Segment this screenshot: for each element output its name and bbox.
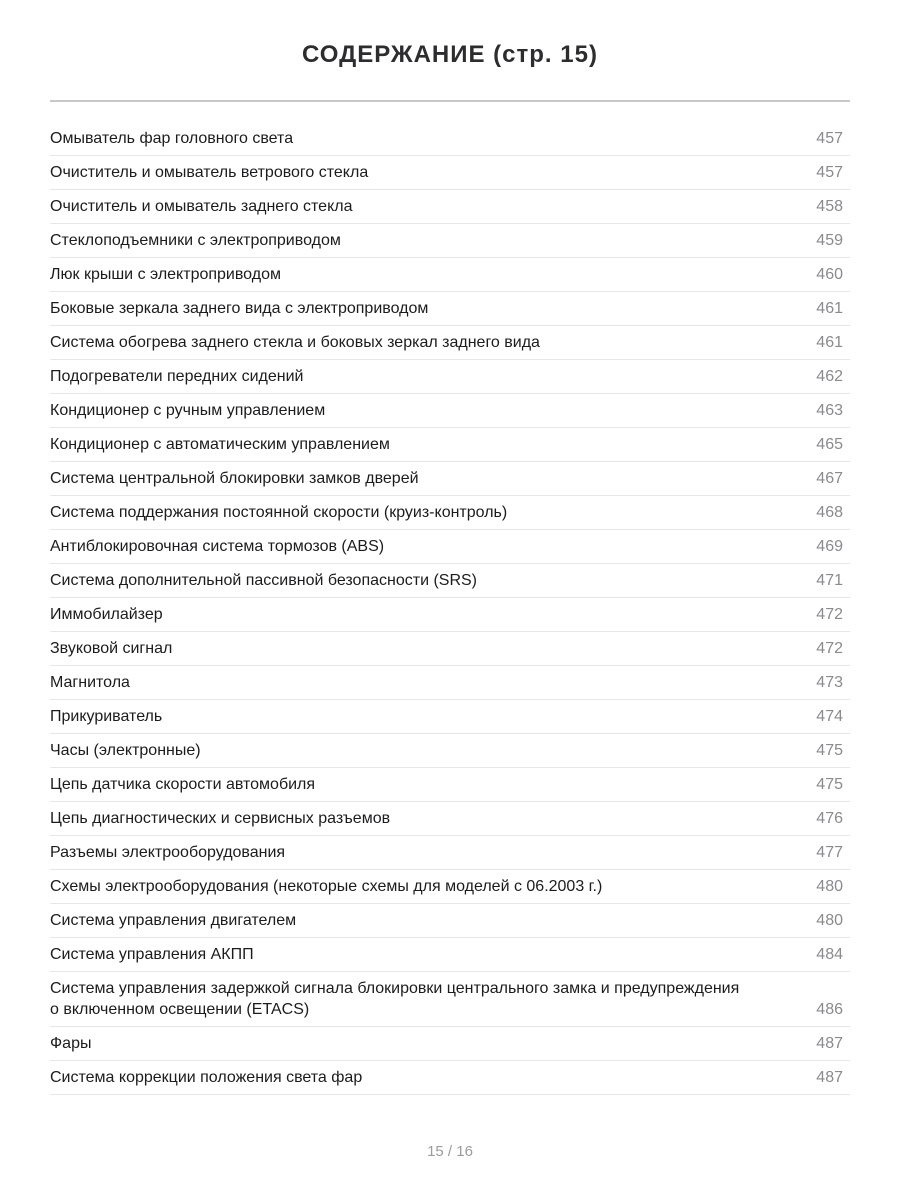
toc-entry-title: Магнитола bbox=[50, 674, 130, 691]
toc-entry[interactable]: Разъемы электрооборудования 477 bbox=[50, 836, 850, 870]
toc-entry[interactable]: Очиститель и омыватель заднего стекла 45… bbox=[50, 190, 850, 224]
toc-entry-page-number: 474 bbox=[816, 708, 843, 725]
toc-entry[interactable]: Система управления АКПП 484 bbox=[50, 938, 850, 972]
toc-entry-page-number: 477 bbox=[816, 844, 843, 861]
toc-entry-title: Цепь датчика скорости автомобиля bbox=[50, 776, 316, 793]
toc-entry-page-number: 473 bbox=[816, 674, 843, 691]
toc-entry-page-number: 461 bbox=[816, 334, 843, 351]
toc-entry-title: Кондиционер с ручным управлением bbox=[50, 402, 326, 419]
toc-entry-title: Кондиционер с автоматическим управлением bbox=[50, 436, 390, 453]
toc-entry[interactable]: Система коррекции положения света фар 48… bbox=[50, 1061, 850, 1095]
toc-entry-page-number: 468 bbox=[816, 504, 843, 521]
toc-entry-page-number: 469 bbox=[816, 538, 843, 555]
toc-entry-title: Система управления двигателем bbox=[50, 912, 297, 929]
toc-entry-page-number: 472 bbox=[816, 640, 843, 657]
toc-entry-title: Система управления задержкой сигнала бло… bbox=[50, 980, 740, 1018]
toc-entry-page-number: 475 bbox=[816, 742, 843, 759]
toc-list: Омыватель фар головного света 457 Очисти… bbox=[50, 122, 850, 1095]
toc-entry[interactable]: Цепь датчика скорости автомобиля 475 bbox=[50, 768, 850, 802]
toc-entry-title: Система поддержания постоянной скорости … bbox=[50, 504, 508, 521]
toc-entry-page-number: 486 bbox=[816, 1001, 843, 1018]
toc-entry[interactable]: Прикуриватель 474 bbox=[50, 700, 850, 734]
toc-entry[interactable]: Боковые зеркала заднего вида с электропр… bbox=[50, 292, 850, 326]
toc-entry-page-number: 457 bbox=[816, 130, 843, 147]
toc-entry-page-number: 465 bbox=[816, 436, 843, 453]
toc-entry[interactable]: Система обогрева заднего стекла и боковы… bbox=[50, 326, 850, 360]
toc-entry-page-number: 463 bbox=[816, 402, 843, 419]
toc-entry-title: Схемы электрооборудования (некоторые схе… bbox=[50, 878, 603, 895]
toc-entry-title: Цепь диагностических и сервисных разъемо… bbox=[50, 810, 391, 827]
toc-entry[interactable]: Стеклоподъемники с электроприводом 459 bbox=[50, 224, 850, 258]
toc-entry-page-number: 471 bbox=[816, 572, 843, 589]
toc-entry-title: Система управления АКПП bbox=[50, 946, 254, 963]
toc-entry-title: Омыватель фар головного света bbox=[50, 130, 294, 147]
toc-entry[interactable]: Схемы электрооборудования (некоторые схе… bbox=[50, 870, 850, 904]
toc-entry-page-number: 487 bbox=[816, 1035, 843, 1052]
toc-entry[interactable]: Антиблокировочная система тормозов (ABS)… bbox=[50, 530, 850, 564]
toc-entry-page-number: 461 bbox=[816, 300, 843, 317]
toc-entry-title: Прикуриватель bbox=[50, 708, 163, 725]
toc-entry[interactable]: Часы (электронные) 475 bbox=[50, 734, 850, 768]
toc-entry[interactable]: Подогреватели передних сидений 462 bbox=[50, 360, 850, 394]
toc-entry[interactable]: Омыватель фар головного света 457 bbox=[50, 122, 850, 156]
toc-entry[interactable]: Система поддержания постоянной скорости … bbox=[50, 496, 850, 530]
toc-entry-title: Система дополнительной пассивной безопас… bbox=[50, 572, 478, 589]
toc-entry-title: Антиблокировочная система тормозов (ABS) bbox=[50, 538, 385, 555]
toc-entry-page-number: 457 bbox=[816, 164, 843, 181]
toc-entry-page-number: 475 bbox=[816, 776, 843, 793]
toc-entry-title: Очиститель и омыватель заднего стекла bbox=[50, 198, 353, 215]
toc-entry-page-number: 480 bbox=[816, 878, 843, 895]
toc-entry-title: Часы (электронные) bbox=[50, 742, 201, 759]
pagination-indicator: 15 / 16 bbox=[427, 1143, 473, 1160]
toc-entry-title: Система коррекции положения света фар bbox=[50, 1069, 363, 1086]
toc-entry-page-number: 460 bbox=[816, 266, 843, 283]
toc-entry[interactable]: Кондиционер с ручным управлением 463 bbox=[50, 394, 850, 428]
toc-entry-title: Система центральной блокировки замков дв… bbox=[50, 470, 419, 487]
toc-entry-page-number: 459 bbox=[816, 232, 843, 249]
page-title: СОДЕРЖАНИЕ (стр. 15) bbox=[302, 41, 598, 68]
toc-entry-page-number: 458 bbox=[816, 198, 843, 215]
toc-entry-page-number: 476 bbox=[816, 810, 843, 827]
toc-entry[interactable]: Система управления задержкой сигнала бло… bbox=[50, 972, 850, 1027]
toc-entry-title: Люк крыши с электроприводом bbox=[50, 266, 281, 283]
toc-entry-page-number: 467 bbox=[816, 470, 843, 487]
toc-entry-page-number: 487 bbox=[816, 1069, 843, 1086]
toc-entry-page-number: 462 bbox=[816, 368, 843, 385]
toc-entry-title: Фары bbox=[50, 1035, 92, 1052]
title-divider bbox=[50, 100, 850, 102]
toc-entry[interactable]: Фары 487 bbox=[50, 1027, 850, 1061]
toc-entry-page-number: 484 bbox=[816, 946, 843, 963]
toc-entry-title: Разъемы электрооборудования bbox=[50, 844, 286, 861]
toc-entry-title: Боковые зеркала заднего вида с электропр… bbox=[50, 300, 429, 317]
toc-entry-title: Подогреватели передних сидений bbox=[50, 368, 304, 385]
toc-entry[interactable]: Иммобилайзер 472 bbox=[50, 598, 850, 632]
toc-entry[interactable]: Кондиционер с автоматическим управлением… bbox=[50, 428, 850, 462]
toc-entry[interactable]: Система центральной блокировки замков дв… bbox=[50, 462, 850, 496]
toc-entry-title: Система обогрева заднего стекла и боковы… bbox=[50, 334, 540, 351]
toc-entry-title: Иммобилайзер bbox=[50, 606, 163, 623]
toc-entry-title: Очиститель и омыватель ветрового стекла bbox=[50, 164, 369, 181]
toc-entry[interactable]: Магнитола 473 bbox=[50, 666, 850, 700]
toc-entry[interactable]: Цепь диагностических и сервисных разъемо… bbox=[50, 802, 850, 836]
toc-entry[interactable]: Звуковой сигнал 472 bbox=[50, 632, 850, 666]
toc-entry[interactable]: Люк крыши с электроприводом 460 bbox=[50, 258, 850, 292]
toc-entry[interactable]: Система дополнительной пассивной безопас… bbox=[50, 564, 850, 598]
toc-entry-title: Стеклоподъемники с электроприводом bbox=[50, 232, 341, 249]
toc-entry-title: Звуковой сигнал bbox=[50, 640, 173, 657]
toc-entry-page-number: 472 bbox=[816, 606, 843, 623]
toc-entry-page-number: 480 bbox=[816, 912, 843, 929]
toc-entry[interactable]: Очиститель и омыватель ветрового стекла … bbox=[50, 156, 850, 190]
toc-page: СОДЕРЖАНИЕ (стр. 15) Омыватель фар голов… bbox=[0, 40, 900, 1200]
toc-entry[interactable]: Система управления двигателем 480 bbox=[50, 904, 850, 938]
